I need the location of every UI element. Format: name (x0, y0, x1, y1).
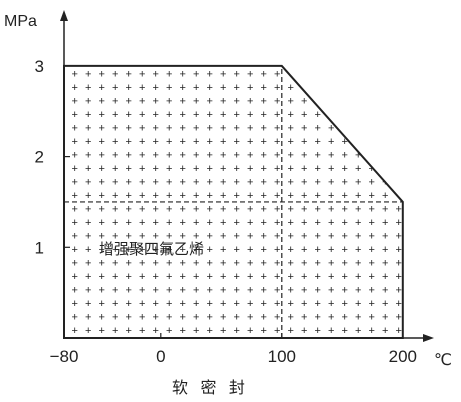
x-axis-arrow-icon (423, 334, 434, 342)
y-axis-unit-label: MPa (4, 13, 37, 30)
y-tick-group: 1 2 3 (35, 57, 70, 257)
y-tick-label: 1 (35, 238, 44, 257)
region-label: 增强聚四氟乙烯 (99, 241, 204, 258)
x-tick-label: 0 (156, 347, 165, 366)
x-axis-unit-label: ℃ (434, 352, 452, 369)
x-tick-label: −80 (50, 347, 79, 366)
axes (60, 10, 434, 342)
x-tick-group: −80 0 100 200 (50, 333, 417, 366)
y-tick-label: 3 (35, 57, 44, 76)
chart-caption: 软 密 封 (172, 379, 249, 397)
x-tick-label: 200 (389, 347, 417, 366)
x-tick-label: 100 (268, 347, 296, 366)
y-tick-label: 2 (35, 148, 44, 167)
reference-lines (64, 65, 403, 338)
plot-area (63, 64, 404, 339)
y-axis-arrow-icon (60, 10, 68, 21)
